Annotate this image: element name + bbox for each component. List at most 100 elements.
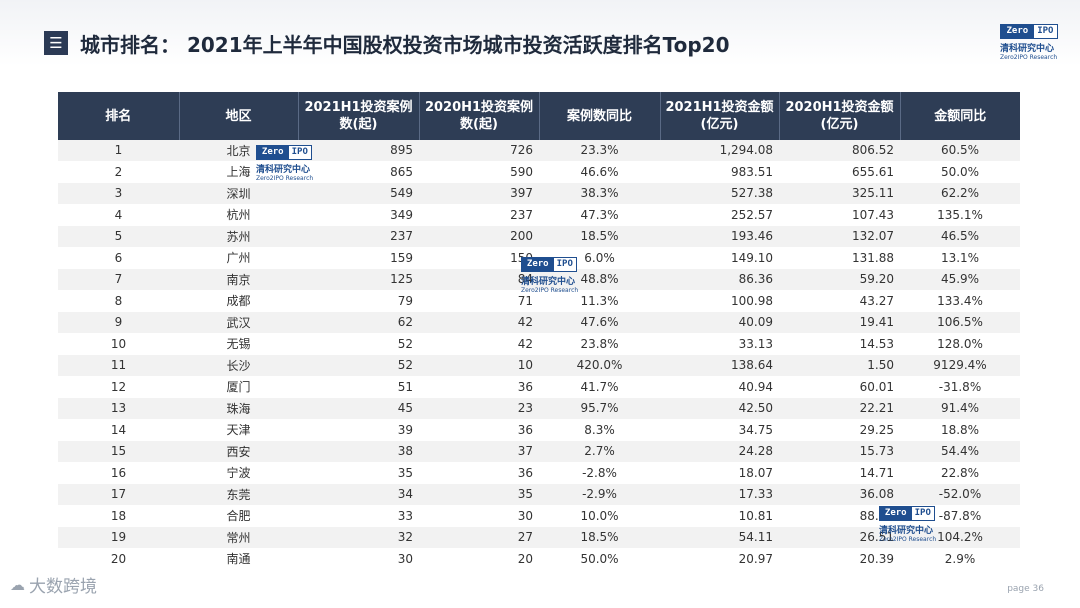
cases-2020-cell: 20: [419, 548, 539, 570]
region-cell: 南通: [179, 548, 298, 570]
amount-2021-cell: 40.09: [660, 311, 779, 334]
rank-cell: 4: [58, 204, 179, 226]
cases-2021-cell: 51: [298, 376, 419, 398]
cases-yoy-cell: 47.3%: [539, 204, 660, 226]
amount-yoy-cell: 2.9%: [900, 548, 1020, 570]
table-row: 9 武汉 62 42 47.6% 40.09 19.41 106.5%: [58, 311, 1020, 334]
cases-2020-cell: 397: [419, 182, 539, 205]
cases-yoy-cell: 2.7%: [539, 440, 660, 463]
rank-cell: 15: [58, 440, 179, 463]
amount-yoy-cell: 46.5%: [900, 225, 1020, 248]
amount-2020-cell: 132.07: [779, 225, 900, 248]
cases-yoy-cell: 23.8%: [539, 333, 660, 355]
amount-yoy-cell: 22.8%: [900, 462, 1020, 484]
region-cell: 无锡: [179, 333, 298, 355]
amount-2020-cell: 806.52: [779, 140, 900, 162]
table-row: 17 东莞 34 35 -2.9% 17.33 36.08 -52.0%: [58, 483, 1020, 506]
cases-yoy-cell: 18.5%: [539, 526, 660, 549]
cases-2021-cell: 62: [298, 311, 419, 334]
table-row: 2 上海 865 590 46.6% 983.51 655.61 50.0%: [58, 161, 1020, 183]
column-header: 2020H1投资金额(亿元): [779, 92, 901, 140]
rank-cell: 19: [58, 526, 179, 549]
table-row: 6 广州 159 150 6.0% 149.10 131.88 13.1%: [58, 247, 1020, 269]
cases-2021-cell: 159: [298, 247, 419, 269]
cases-2021-cell: 865: [298, 161, 419, 183]
logo-name-cn: 清科研究中心: [1000, 44, 1055, 54]
column-header: 金额同比: [900, 92, 1020, 140]
amount-2021-cell: 20.97: [660, 548, 779, 570]
menu-icon[interactable]: ☰: [44, 31, 68, 55]
cases-2021-cell: 349: [298, 204, 419, 226]
cases-2020-cell: 726: [419, 140, 539, 162]
amount-2021-cell: 252.57: [660, 204, 779, 226]
column-header: 2021H1投资案例数(起): [298, 92, 420, 140]
cases-2021-cell: 45: [298, 397, 419, 420]
cases-2021-cell: 79: [298, 290, 419, 312]
city-ranking-table: 排名 地区 2021H1投资案例数(起) 2020H1投资案例数(起) 案例数同…: [58, 92, 1020, 570]
region-cell: 天津: [179, 419, 298, 441]
logo-badge-left: Zero: [1001, 25, 1034, 38]
rank-cell: 17: [58, 483, 179, 506]
table-row: 10 无锡 52 42 23.8% 33.13 14.53 128.0%: [58, 333, 1020, 355]
table-header-row: 排名 地区 2021H1投资案例数(起) 2020H1投资案例数(起) 案例数同…: [58, 92, 1020, 140]
amount-2021-cell: 86.36: [660, 268, 779, 291]
rank-cell: 1: [58, 140, 179, 162]
cases-yoy-cell: 50.0%: [539, 548, 660, 570]
amount-yoy-cell: -52.0%: [900, 483, 1020, 506]
table-row: 11 长沙 52 10 420.0% 138.64 1.50 9129.4%: [58, 354, 1020, 377]
cases-yoy-cell: -2.8%: [539, 462, 660, 484]
rank-cell: 6: [58, 247, 179, 269]
title-bar: ☰ 城市排名： 2021年上半年中国股权投资市场城市投资活跃度排名Top20: [44, 26, 730, 60]
cases-yoy-cell: 10.0%: [539, 505, 660, 527]
cases-2020-cell: 42: [419, 333, 539, 355]
amount-2021-cell: 527.38: [660, 182, 779, 205]
cases-2020-cell: 42: [419, 311, 539, 334]
rank-cell: 7: [58, 268, 179, 291]
amount-2020-cell: 14.71: [779, 462, 900, 484]
footer-brand: ☁ 大数跨境: [10, 572, 97, 598]
table-row: 20 南通 30 20 50.0% 20.97 20.39 2.9%: [58, 548, 1020, 570]
rank-cell: 2: [58, 161, 179, 183]
cases-2021-cell: 30: [298, 548, 419, 570]
amount-2021-cell: 983.51: [660, 161, 779, 183]
cases-2021-cell: 34: [298, 483, 419, 506]
region-cell: 长沙: [179, 354, 298, 377]
column-header: 案例数同比: [539, 92, 661, 140]
table-row: 4 杭州 349 237 47.3% 252.57 107.43 135.1%: [58, 204, 1020, 226]
amount-2020-cell: 19.41: [779, 311, 900, 334]
table-row: 7 南京 125 84 48.8% 86.36 59.20 45.9%: [58, 268, 1020, 291]
amount-2020-cell: 20.39: [779, 548, 900, 570]
cases-2021-cell: 39: [298, 419, 419, 441]
cases-yoy-cell: 6.0%: [539, 247, 660, 269]
cases-2021-cell: 125: [298, 268, 419, 291]
cloud-icon: ☁: [10, 575, 25, 594]
region-cell: 珠海: [179, 397, 298, 420]
rank-cell: 16: [58, 462, 179, 484]
amount-yoy-cell: 91.4%: [900, 397, 1020, 420]
cases-2020-cell: 84: [419, 268, 539, 291]
amount-yoy-cell: 104.2%: [900, 526, 1020, 549]
amount-2020-cell: 655.61: [779, 161, 900, 183]
amount-yoy-cell: 106.5%: [900, 311, 1020, 334]
amount-2020-cell: 107.43: [779, 204, 900, 226]
cases-2021-cell: 35: [298, 462, 419, 484]
cases-2020-cell: 27: [419, 526, 539, 549]
table-row: 8 成都 79 71 11.3% 100.98 43.27 133.4%: [58, 290, 1020, 312]
cases-yoy-cell: 48.8%: [539, 268, 660, 291]
rank-cell: 18: [58, 505, 179, 527]
region-cell: 东莞: [179, 483, 298, 506]
page-label: page: [1007, 584, 1030, 594]
cases-2020-cell: 10: [419, 354, 539, 377]
region-cell: 武汉: [179, 311, 298, 334]
region-cell: 西安: [179, 440, 298, 463]
rank-cell: 10: [58, 333, 179, 355]
region-cell: 上海: [179, 161, 298, 183]
amount-yoy-cell: 133.4%: [900, 290, 1020, 312]
amount-2020-cell: 14.53: [779, 333, 900, 355]
rank-cell: 11: [58, 354, 179, 377]
region-cell: 宁波: [179, 462, 298, 484]
rank-cell: 12: [58, 376, 179, 398]
amount-2021-cell: 42.50: [660, 397, 779, 420]
amount-2020-cell: 325.11: [779, 182, 900, 205]
cases-yoy-cell: 420.0%: [539, 354, 660, 377]
